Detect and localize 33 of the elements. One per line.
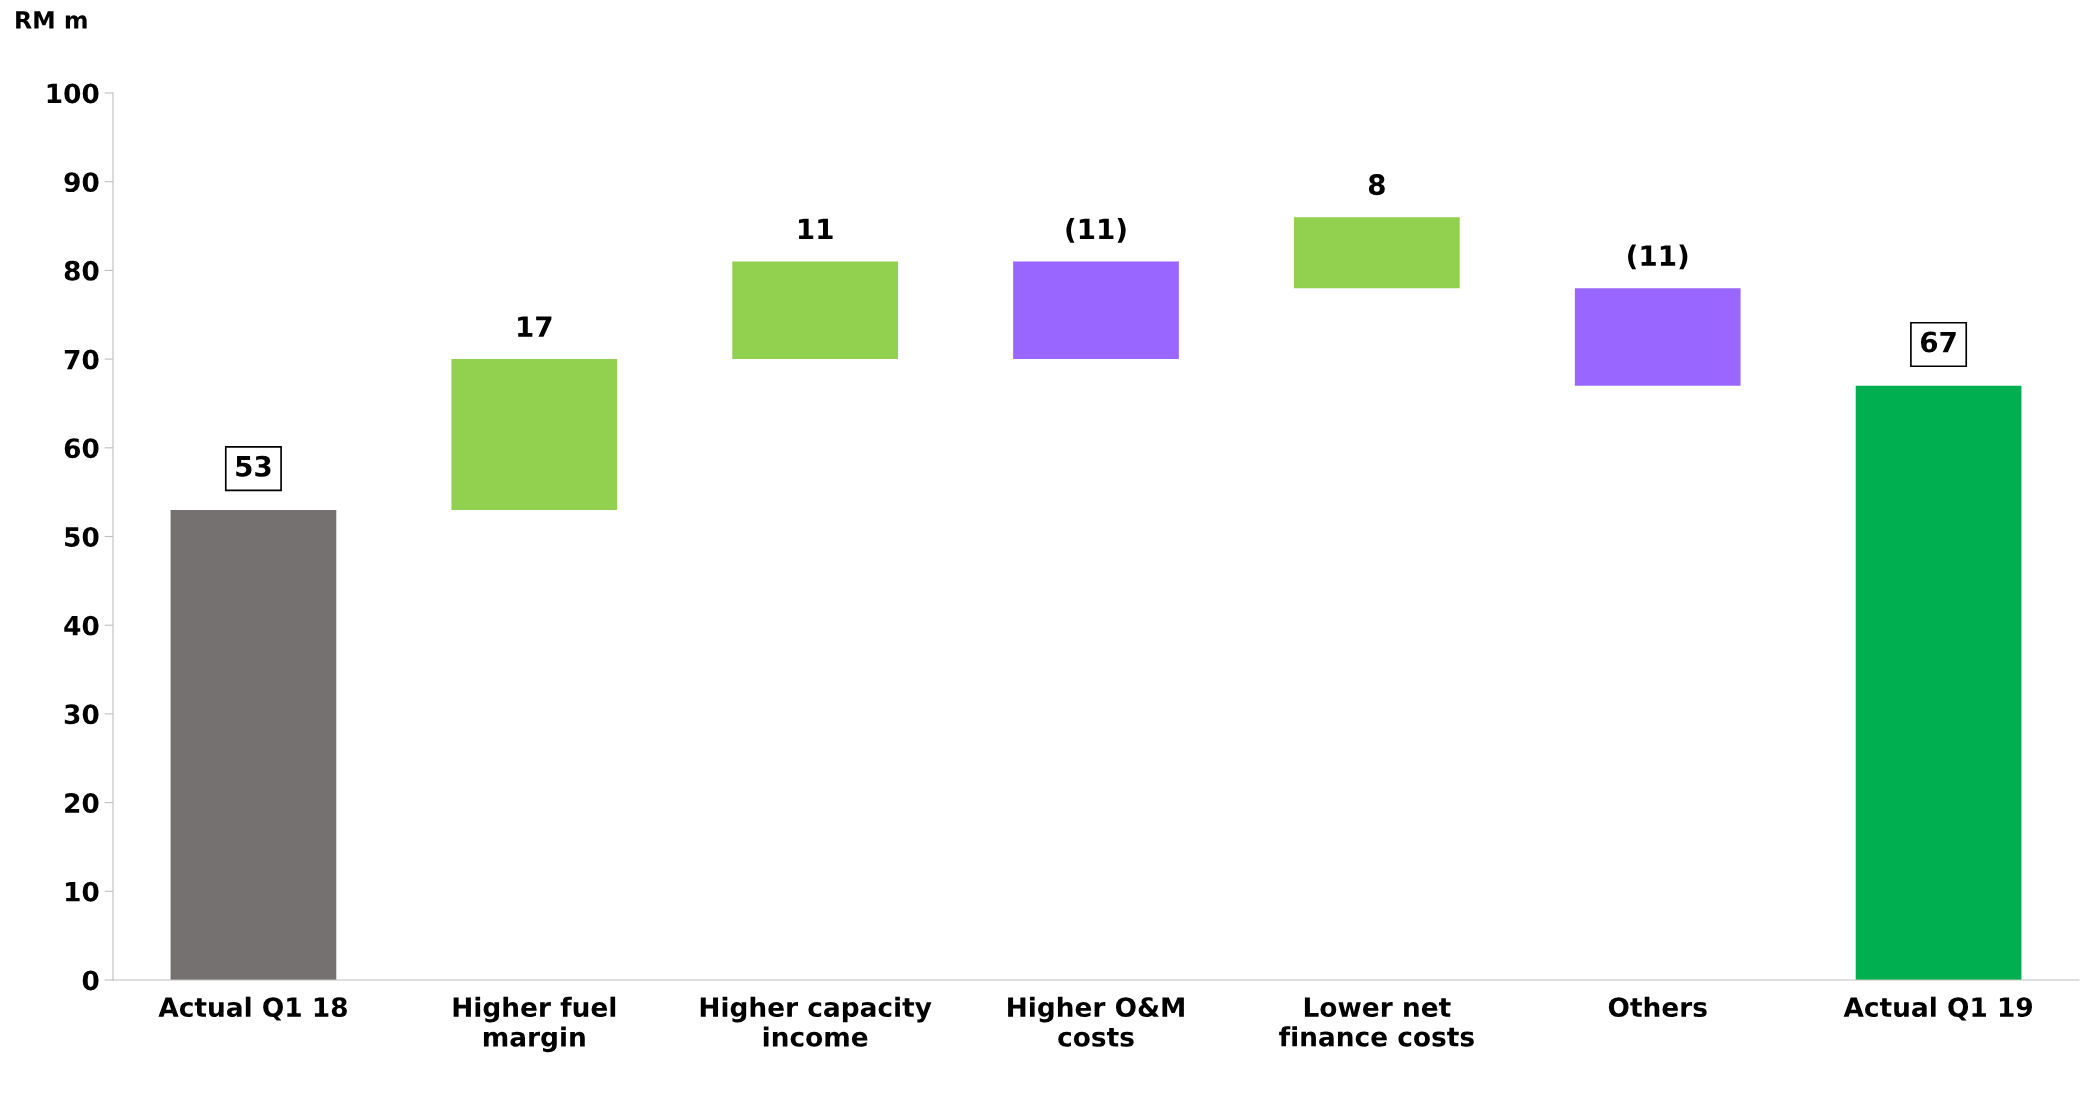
data-label: 53 [236,455,271,477]
bar [732,261,898,360]
y-axis-title: RM m [16,11,87,29]
y-tick-label: 50 [65,526,99,547]
data-label: (11) [1066,218,1126,243]
y-tick-label: 10 [66,881,99,902]
x-tick-label: Higher capacity income [700,996,932,1047]
data-label: 17 [518,316,552,337]
bar [451,359,618,510]
y-tick-label: 90 [64,172,99,193]
x-tick-label: Higher fuel margin [453,996,616,1053]
x-tick-label: Actual Q1 19 [1843,996,2032,1021]
bar [170,509,337,980]
y-tick-label: 20 [65,793,99,813]
y-tick-label: 100 [47,83,99,104]
bar [1855,385,2022,980]
bar [1574,288,1741,386]
y-tick-label: 60 [64,438,99,459]
y-tick-label: 40 [64,615,99,636]
data-label: 11 [798,218,833,240]
y-tick-label: 80 [64,260,99,281]
data-label: (11) [1628,244,1688,270]
x-tick-label: Others [1608,996,1707,1018]
bar [1294,217,1460,289]
x-tick-label: Lower net finance costs [1279,997,1474,1047]
data-label: 8 [1368,174,1385,196]
x-tick-label: Higher O&M costs [1008,996,1184,1047]
y-tick-label: 0 [82,970,99,991]
bar [1013,261,1179,360]
data-label: 67 [1920,331,1956,353]
y-tick-label: 70 [64,349,99,370]
x-tick-label: Actual Q1 18 [158,996,347,1021]
y-tick-label: 30 [64,704,99,725]
